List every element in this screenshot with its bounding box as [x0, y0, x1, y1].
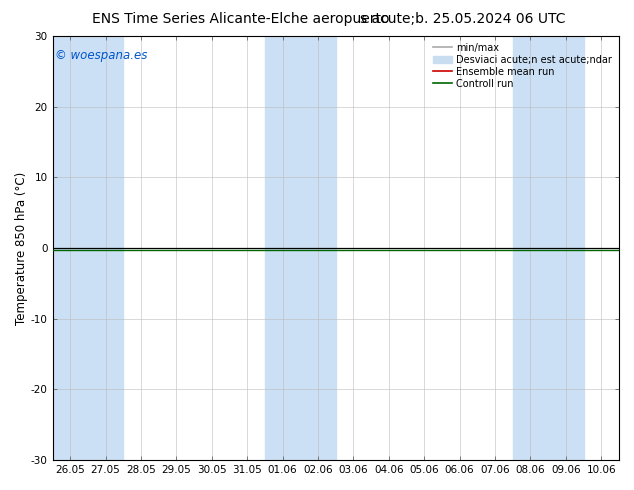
Y-axis label: Temperature 850 hPa (°C): Temperature 850 hPa (°C): [15, 172, 28, 325]
Text: © woespana.es: © woespana.es: [55, 49, 148, 62]
Text: s acute;b. 25.05.2024 06 UTC: s acute;b. 25.05.2024 06 UTC: [360, 12, 566, 26]
Bar: [265, 36, 301, 460]
Bar: [88, 36, 124, 460]
Bar: [53, 36, 88, 460]
Bar: [548, 36, 583, 460]
Legend: min/max, Desviaci acute;n est acute;ndar, Ensemble mean run, Controll run: min/max, Desviaci acute;n est acute;ndar…: [431, 41, 614, 91]
Bar: [301, 36, 336, 460]
Bar: [513, 36, 548, 460]
Text: ENS Time Series Alicante-Elche aeropuerto: ENS Time Series Alicante-Elche aeropuert…: [92, 12, 390, 26]
